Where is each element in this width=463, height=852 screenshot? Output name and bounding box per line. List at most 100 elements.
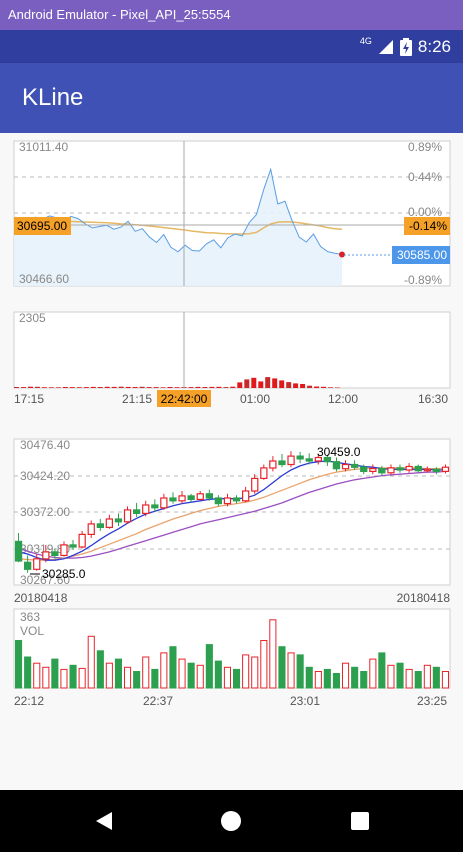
kline-volume-label: VOL bbox=[20, 624, 44, 638]
kline-candle-body bbox=[114, 518, 123, 523]
kline-volume-bar bbox=[287, 652, 295, 689]
timeline-volume-bar bbox=[90, 386, 96, 388]
timeline-volume-bar bbox=[230, 386, 236, 388]
kline-volume-bar bbox=[223, 666, 231, 689]
timeline-volume-bar bbox=[300, 384, 306, 388]
kline-panel[interactable]: 30476.40 30424.20 30372.00 30319.80 3026… bbox=[13, 438, 451, 605]
timeline-volume-bar bbox=[69, 387, 75, 388]
timeline-volume-frame bbox=[13, 311, 451, 389]
timeline-volume-bar bbox=[202, 387, 208, 388]
timeline-volume-bar bbox=[209, 386, 215, 388]
timeline-time-label: 21:15 bbox=[122, 392, 152, 406]
kline-candle-body bbox=[260, 467, 268, 479]
kline-volume-bar bbox=[323, 668, 331, 689]
kline-volume-bar bbox=[169, 646, 177, 689]
timeline-price-panel[interactable]: 31011.40 30466.60 0.89% 0.44% 0.00% -0.8… bbox=[13, 140, 451, 287]
timeline-last-point bbox=[339, 251, 345, 258]
home-icon[interactable] bbox=[219, 810, 243, 832]
kline-candle-body bbox=[414, 465, 422, 472]
timeline-volume-max: 2305 bbox=[19, 311, 46, 325]
kline-volume-bar bbox=[60, 668, 68, 689]
network-type: 4G bbox=[359, 35, 372, 46]
timeline-volume-bar bbox=[62, 387, 68, 388]
kline-volume-bar bbox=[15, 640, 23, 689]
kline-volume-bar bbox=[24, 656, 32, 689]
timeline-time-label: 12:00 bbox=[328, 392, 358, 406]
timeline-area-fill bbox=[14, 169, 342, 286]
chart-area[interactable]: 31011.40 30466.60 0.89% 0.44% 0.00% -0.8… bbox=[0, 133, 463, 790]
kline-volume-bar bbox=[33, 662, 41, 689]
kline-candle-body bbox=[42, 551, 50, 560]
back-icon[interactable] bbox=[92, 810, 116, 832]
kline-price-label: 30267.60 bbox=[20, 573, 70, 587]
kline-candle-body bbox=[151, 504, 159, 509]
kline-candle-body bbox=[105, 518, 114, 528]
timeline-volume-bar bbox=[286, 382, 292, 388]
kline-volume-bar bbox=[196, 664, 204, 689]
kline-volume-bar bbox=[387, 664, 395, 689]
timeline-volume-bar bbox=[83, 387, 89, 388]
timeline-volume-bar bbox=[14, 387, 19, 388]
kline-volume-bar bbox=[441, 671, 449, 689]
timeline-volume-bar bbox=[146, 387, 152, 388]
kline-price-label: 30476.40 bbox=[20, 438, 70, 452]
timeline-volume-bar bbox=[167, 387, 173, 388]
kline-volume-bar bbox=[432, 666, 440, 689]
timeline-volume-bar bbox=[125, 386, 131, 388]
timeline-volume-bar bbox=[237, 382, 243, 388]
timeline-pct-label: -0.89% bbox=[404, 273, 442, 287]
overview-icon[interactable] bbox=[348, 810, 372, 832]
kline-candle-body bbox=[14, 540, 23, 562]
status-bar: 4G 8:26 bbox=[0, 30, 463, 63]
timeline-volume-bar bbox=[321, 386, 327, 388]
timeline-volume-bar bbox=[335, 387, 340, 388]
timeline-volume-bar bbox=[48, 387, 54, 388]
timeline-volume-bar bbox=[118, 386, 124, 388]
kline-volume-bar bbox=[396, 662, 404, 689]
kline-ma-blue-line bbox=[18, 460, 446, 561]
charts-canvas[interactable]: 31011.40 30466.60 0.89% 0.44% 0.00% -0.8… bbox=[0, 133, 463, 790]
kline-candle-body bbox=[78, 533, 86, 548]
timeline-price-high: 31011.40 bbox=[19, 140, 68, 154]
timeline-volume-bar bbox=[272, 378, 278, 388]
kline-candle-body bbox=[96, 523, 105, 528]
kline-volume-panel[interactable]: 363 VOL 22:12 22:37 23:01 23:25 bbox=[13, 608, 451, 708]
last-price: 30585.00 bbox=[397, 248, 447, 262]
kline-price-label: 30372.00 bbox=[20, 505, 70, 519]
kline-volume-bar bbox=[251, 656, 259, 689]
timeline-volume-bar bbox=[223, 387, 229, 388]
timeline-time-label: 17:15 bbox=[14, 392, 44, 406]
timeline-volume-bar bbox=[265, 377, 271, 388]
timeline-pct-label: 0.44% bbox=[408, 170, 442, 184]
kline-volume-bar bbox=[96, 650, 104, 689]
kline-volume-bar bbox=[369, 658, 377, 689]
timeline-time-label: 16:30 bbox=[418, 392, 448, 406]
kline-volume-bar bbox=[233, 668, 241, 689]
cursor-price-box bbox=[14, 217, 71, 235]
kline-candle-body bbox=[214, 497, 223, 505]
kline-candle-body bbox=[323, 456, 331, 463]
kline-candle-body bbox=[305, 458, 313, 462]
kline-candle-body bbox=[314, 456, 322, 462]
emulator-window-title: Android Emulator - Pixel_API_25:5554 bbox=[0, 0, 463, 30]
timeline-volume-bar bbox=[97, 387, 103, 388]
kline-date-left: 20180418 bbox=[14, 591, 68, 605]
app-title: KLine bbox=[22, 84, 84, 111]
kline-volume-bar bbox=[360, 671, 368, 689]
kline-volume-bar bbox=[414, 671, 422, 689]
timeline-volume-bar bbox=[55, 387, 61, 388]
timeline-pct-label: 0.89% bbox=[408, 140, 442, 154]
timeline-volume-bar bbox=[160, 387, 166, 388]
kline-volume-bar bbox=[133, 671, 141, 689]
timeline-volume-bar bbox=[307, 385, 313, 388]
kline-candle-body bbox=[232, 497, 241, 502]
timeline-volume-panel[interactable]: 2305 17:15 21:15 01:00 12:00 16:30 22:42… bbox=[13, 311, 451, 407]
kline-candle-body bbox=[269, 460, 277, 469]
kline-candle-body bbox=[287, 455, 295, 466]
kline-volume-bar bbox=[405, 668, 413, 689]
battery-icon bbox=[399, 37, 412, 56]
kline-volume-bar bbox=[69, 664, 77, 689]
kline-volume-max: 363 bbox=[20, 610, 40, 624]
timeline-volume-bar bbox=[34, 386, 40, 388]
timeline-volume-bar bbox=[153, 387, 159, 388]
